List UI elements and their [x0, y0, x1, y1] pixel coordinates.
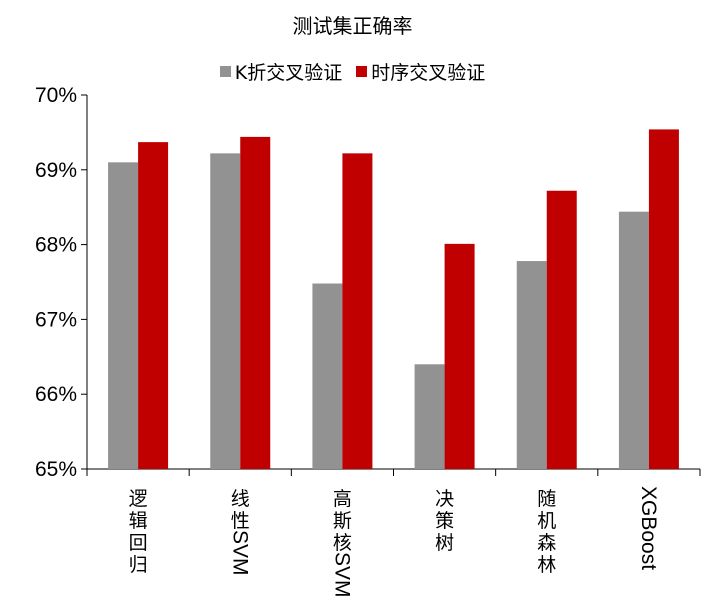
- legend-swatch-kfold: [219, 66, 231, 77]
- svg-text:辑: 辑: [129, 510, 148, 532]
- chart-legend: K折交叉验证 时序交叉验证: [0, 58, 705, 85]
- svg-text:性: 性: [231, 510, 250, 532]
- bar-timeseries: [546, 190, 577, 469]
- bar-kfold: [108, 162, 139, 469]
- bar-kfold: [312, 283, 343, 469]
- svg-text:随: 随: [537, 488, 556, 510]
- svg-text:核: 核: [333, 532, 352, 554]
- bar-kfold: [414, 364, 445, 469]
- legend-item-kfold: K折交叉验证: [219, 58, 343, 85]
- bar-kfold: [516, 261, 547, 469]
- legend-swatch-timeseries: [356, 66, 368, 77]
- svg-text:线: 线: [231, 488, 250, 510]
- svg-text:SVM: SVM: [330, 552, 353, 598]
- svg-text:决: 决: [435, 488, 454, 510]
- bar-kfold: [210, 153, 241, 469]
- bar-timeseries: [342, 153, 373, 469]
- y-tick-label: 69%: [35, 159, 77, 182]
- y-tick-label: 66%: [35, 383, 77, 406]
- bar-kfold: [618, 211, 649, 470]
- svg-text:归: 归: [129, 554, 148, 576]
- svg-text:SVM: SVM: [228, 530, 251, 576]
- bar-timeseries: [444, 243, 475, 469]
- legend-label-timeseries: 时序交叉验证: [371, 62, 486, 84]
- y-tick-label: 65%: [35, 458, 77, 481]
- svg-text:机: 机: [537, 510, 556, 532]
- svg-text:斯: 斯: [333, 510, 352, 532]
- bar-timeseries: [240, 136, 271, 469]
- chart-title: 测试集正确率: [292, 14, 413, 38]
- svg-text:高: 高: [333, 488, 352, 510]
- svg-text:XGBoost: XGBoost: [637, 486, 660, 570]
- svg-text:林: 林: [537, 554, 556, 576]
- svg-text:逻: 逻: [129, 488, 148, 510]
- x-category-label: 决策树: [435, 488, 454, 554]
- bar-timeseries: [648, 129, 679, 469]
- legend-item-timeseries: 时序交叉验证: [356, 58, 485, 85]
- svg-text:森: 森: [537, 532, 556, 554]
- bar-timeseries: [138, 142, 169, 469]
- svg-text:树: 树: [435, 532, 454, 554]
- y-tick-label: 70%: [35, 84, 77, 107]
- y-tick-label: 68%: [35, 234, 77, 257]
- y-tick-label: 67%: [35, 308, 77, 331]
- svg-text:策: 策: [435, 510, 454, 532]
- svg-text:回: 回: [129, 532, 148, 554]
- x-category-label: XGBoost: [637, 486, 660, 570]
- legend-label-kfold: K折交叉验证: [234, 62, 343, 84]
